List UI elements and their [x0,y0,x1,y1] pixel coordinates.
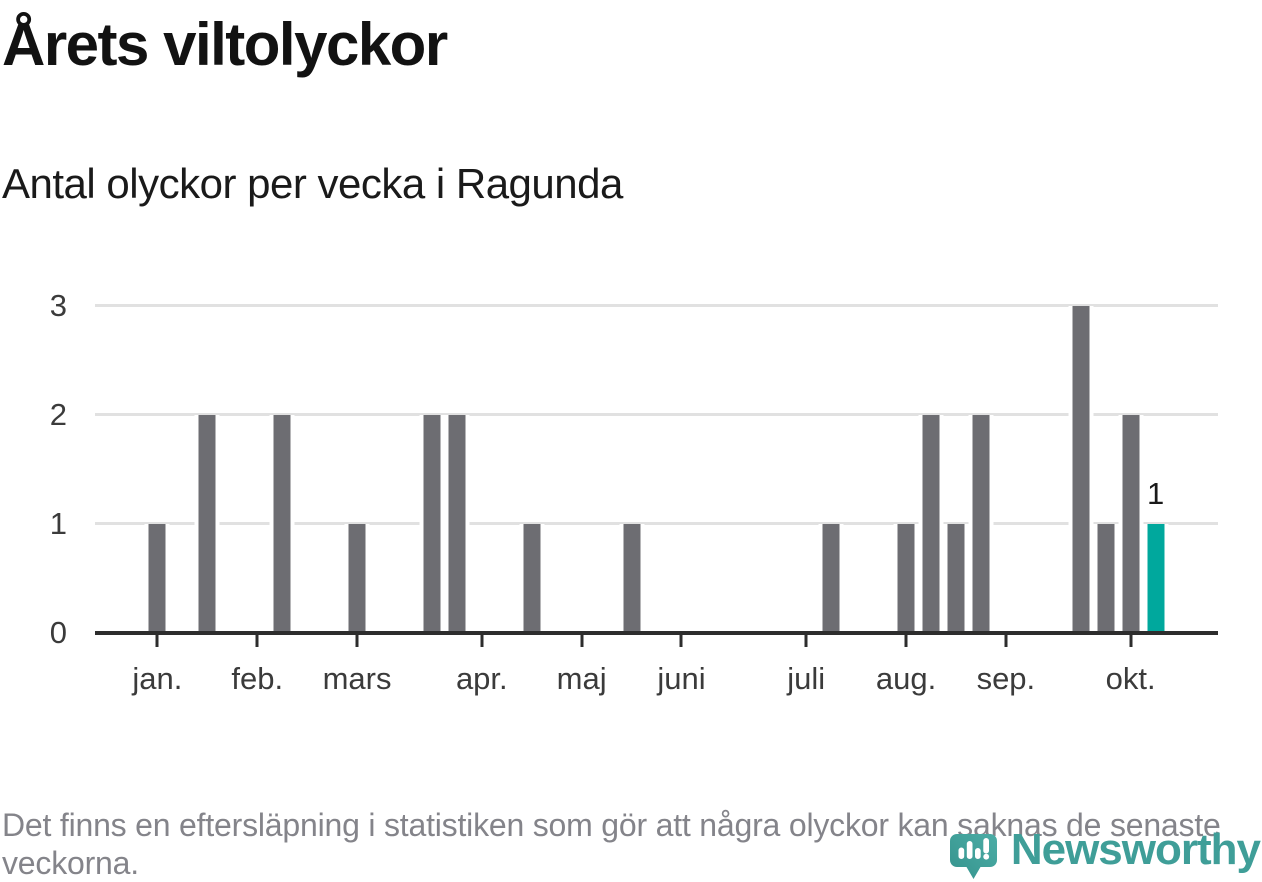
bar [1122,415,1140,633]
bar-current-week [1147,524,1165,633]
bar [348,524,366,633]
bar [822,524,840,633]
x-month-label: feb. [231,661,284,696]
x-axis-tick [804,635,808,647]
bar [523,524,541,633]
x-month-label: juli [787,661,826,696]
newsworthy-wordmark: Newsworthy [1010,825,1261,874]
bar [947,524,965,633]
bar [972,415,990,633]
bar [623,524,641,633]
x-axis-tick [1129,635,1133,647]
x-axis-tick [904,635,908,647]
newsworthy-pin-icon [949,834,997,879]
x-month-label: sep. [976,661,1036,696]
y-axis-label: 1 [49,506,67,541]
newsworthy-logo: Newsworthy [949,825,1261,879]
x-month-label: mars [322,661,392,696]
x-axis-tick [480,635,484,647]
gridline [95,304,1218,307]
chart-title: Årets viltolyckor [2,11,448,78]
bar [198,415,216,633]
bar [273,415,291,633]
x-month-label: apr. [455,661,508,696]
x-month-label: aug. [875,661,937,696]
bar [922,415,940,633]
gridline [95,522,1218,525]
x-axis-tick [580,635,584,647]
y-axis-label: 3 [49,288,67,323]
bar [148,524,166,633]
y-axis-label: 0 [49,615,67,650]
x-axis-tick [679,635,683,647]
plot-area: 0 1 2 3 jan. feb. mars apr. maj juni juli aug. sep. o… [50,252,1218,696]
x-axis-tick [255,635,259,647]
x-axis-tick [155,635,159,647]
y-axis-label: 2 [49,397,67,432]
bar [897,524,915,633]
chart-subtitle: Antal olyckor per vecka i Ragunda [2,160,623,207]
x-axis-tick [355,635,359,647]
footnote: Det finns en eftersläpning i statistiken… [2,807,1221,881]
x-month-label: juni [657,661,706,696]
x-month-label: okt. [1105,661,1156,696]
bar-value-label: 1 [1146,476,1165,511]
x-month-label: maj [556,661,607,696]
bar [1072,306,1090,633]
x-month-label: jan. [132,661,183,696]
bar [423,415,441,633]
bar [1097,524,1115,633]
x-axis-tick [1004,635,1008,647]
bar [448,415,466,633]
x-axis-line [95,631,1218,635]
gridline [95,413,1218,416]
